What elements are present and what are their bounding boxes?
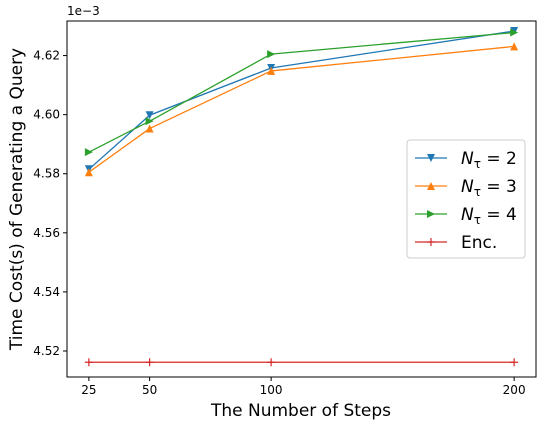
series-2-point [510, 42, 519, 51]
legend-marker-4 [427, 238, 435, 246]
x-tick-label: 25 [81, 383, 96, 397]
legend-label-2: Nτ = 3 [461, 177, 517, 199]
legend-frame [406, 139, 526, 259]
x-tick-label: 200 [503, 383, 526, 397]
series-2-point [267, 66, 276, 75]
series-4-point [84, 358, 93, 367]
series-4-point [145, 358, 154, 367]
ticks-layer: 25 50 100 200 4.52 4.54 4.56 4.58 4.60 4.62 [33, 49, 525, 397]
legend-marker-3 [427, 210, 435, 218]
y-tick-label: 4.58 [33, 167, 60, 181]
series-line-2 [88, 45, 515, 173]
series-4-point [267, 358, 276, 367]
series-3-point [510, 28, 519, 37]
y-tick-label: 4.60 [33, 108, 60, 122]
series-4-point [510, 358, 519, 367]
x-tick-label: 50 [142, 383, 157, 397]
series-2-point [84, 168, 93, 177]
y-tick-label: 4.56 [33, 226, 60, 240]
series-2-point [145, 124, 154, 133]
series-line-3 [88, 31, 515, 153]
y-tick-label: 4.62 [33, 49, 60, 63]
legend-label-1: Nτ = 2 [461, 149, 517, 171]
series-layer [84, 27, 519, 367]
x-tick-label: 100 [260, 383, 283, 397]
legend-marker-2 [427, 182, 435, 190]
legend-label-3: Nτ = 4 [461, 205, 517, 227]
offset-text: 1e−3 [67, 4, 100, 18]
y-axis-label: Time Cost(s) of Generating a Query [7, 48, 27, 351]
series-3-point [145, 117, 154, 126]
series-line-1 [88, 30, 515, 170]
legend-label-4: Enc. [461, 233, 497, 253]
series-3-point [84, 148, 93, 157]
x-axis-label: The Number of Steps [210, 401, 391, 421]
legend: Nτ = 2 Nτ = 3 Nτ = 4 Enc. [406, 139, 526, 259]
legend-marker-1 [427, 154, 435, 162]
series-1-point [145, 111, 154, 120]
y-tick-label: 4.54 [33, 285, 60, 299]
series-3-point [267, 50, 276, 59]
y-tick-label: 4.52 [33, 344, 60, 358]
